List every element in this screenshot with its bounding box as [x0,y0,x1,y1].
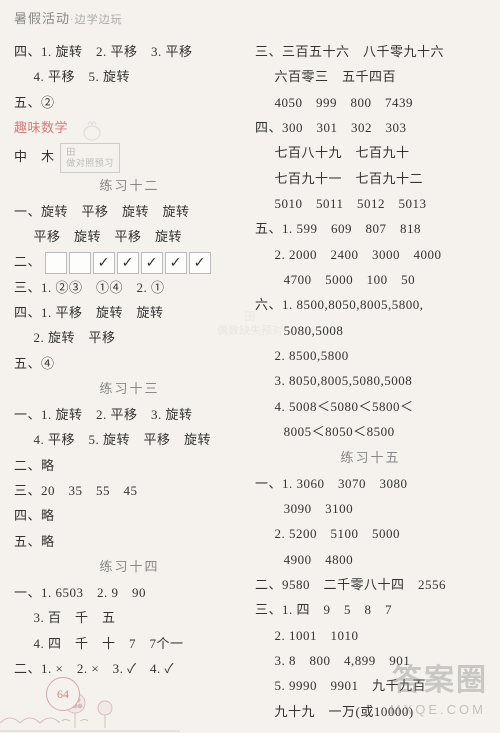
text-line: 2. 2000 2400 3000 4000 [255,242,486,267]
watermark-large: 答案圈 [392,655,488,699]
text-line: 平移 旋转 平移 旋转 [14,224,245,249]
text-line: 3. 百 千 五 [14,605,245,630]
section-title-15: 练习十五 [255,445,486,471]
text-line: 一、旋转 平移 旋转 旋转 [14,199,245,224]
text-line: 4. 5008＜5080＜5800＜ [255,394,486,419]
header-subtitle: ·边学边玩 [70,14,123,26]
left-column: 四、1. 旋转 2. 平移 3. 平移 4. 平移 5. 旋转 五、② 趣味数学… [14,39,245,724]
text-line: 四、略 [14,503,245,528]
fun-math-label: 趣味数学 [14,115,245,143]
answer-box: ✓ [117,252,139,274]
page: 暑假活动·边学边玩 四、1. 旋转 2. 平移 3. 平移 4. 平移 5. 旋… [0,0,500,733]
watermark-url: MXQE.COM [390,702,486,717]
answer-boxes: ✓ ✓ ✓ ✓ ✓ [45,252,211,274]
text-line: 5010 5011 5012 5013 [255,191,486,216]
answer-box: ✓ [189,252,211,274]
text-line: 六、1. 8500,8050,8005,5800, [255,292,486,317]
section-title-13: 练习十三 [14,376,245,402]
watermark-center: 田 偶数缺失预对 [217,310,283,339]
text-line: 四、1. 平移 旋转 旋转 [14,300,245,325]
text-line: 三、1. 四 9 5 8 7 [255,597,486,622]
text-line: 8005＜8050＜8500 [255,419,486,444]
text-line: 五、④ [14,351,245,376]
text-line: 3. 8050,8005,5080,5008 [255,368,486,393]
stamp-box: 田 做对照预习 [60,143,120,173]
text-line: 三、20 35 55 45 [14,478,245,503]
text-line: 五、略 [14,529,245,554]
text-line: 四、1. 旋转 2. 平移 3. 平移 [14,39,245,64]
text-line: 七百八十九 七百九十 [255,140,486,165]
text-line: 三、三百五十六 八千零九十六 [255,39,486,64]
text-line: 中 木 田 做对照预习 [14,143,245,173]
text-line: 一、1. 旋转 2. 平移 3. 旋转 [14,402,245,427]
text-line: 五、② [14,90,245,115]
text-line: 六百零三 五千四百 [255,64,486,89]
text-line: 二、略 [14,453,245,478]
section-title-12: 练习十二 [14,173,245,199]
text: 中 木 [14,149,55,164]
fun-math-text: 趣味数学 [14,120,68,135]
carrot-icon [76,115,108,143]
text-line: 一、1. 3060 3070 3080 [255,471,486,496]
text-line: 5080,5008 [255,318,486,343]
text-line: 二、9580 二千零八十四 2556 [255,572,486,597]
answer-box: ✓ [141,252,163,274]
text-line: 2. 旋转 平移 [14,325,245,350]
text-line: 3090 3100 [255,496,486,521]
text-line: 2. 8500,5800 [255,343,486,368]
flower-decoration-icon [0,673,180,733]
text-line: 2. 5200 5100 5000 [255,521,486,546]
answer-box [69,252,91,274]
text-line: 4. 平移 5. 旋转 [14,64,245,89]
box-row-line: 二、 ✓ ✓ ✓ ✓ ✓ [14,249,245,274]
text-line: 4900 4800 [255,547,486,572]
text-line: 五、1. 599 609 807 818 [255,216,486,241]
page-header: 暑假活动·边学边玩 [14,8,486,31]
right-column: 三、三百五十六 八千零九十六 六百零三 五千四百 4050 999 800 74… [255,39,486,724]
text-line: 四、300 301 302 303 [255,115,486,140]
text-line: 七百九十一 七百九十二 [255,166,486,191]
text-line: 4050 999 800 7439 [255,90,486,115]
text-line: 三、1. ②③ ①④ 2. ① [14,275,245,300]
stamp-bot: 做对照预习 [66,158,114,168]
box-label: 二、 [14,254,41,269]
answer-box: ✓ [93,252,115,274]
section-title-14: 练习十四 [14,554,245,580]
text-line: 4. 四 千 十 7 7个一 [14,631,245,656]
header-title: 暑假活动 [14,11,70,26]
answer-box: ✓ [165,252,187,274]
stamp-top: 田 [66,147,76,157]
page-number-badge: 64 [46,677,80,711]
text-line: 4. 平移 5. 旋转 平移 旋转 [14,427,245,452]
text-line: 2. 1001 1010 [255,623,486,648]
text-line: 一、1. 6503 2. 9 90 [14,580,245,605]
wm-mid-a: 田 [245,311,256,323]
content-columns: 四、1. 旋转 2. 平移 3. 平移 4. 平移 5. 旋转 五、② 趣味数学… [14,39,486,724]
answer-box [45,252,67,274]
wm-mid-b: 偶数缺失预对 [217,325,283,337]
text-line: 4700 5000 100 50 [255,267,486,292]
